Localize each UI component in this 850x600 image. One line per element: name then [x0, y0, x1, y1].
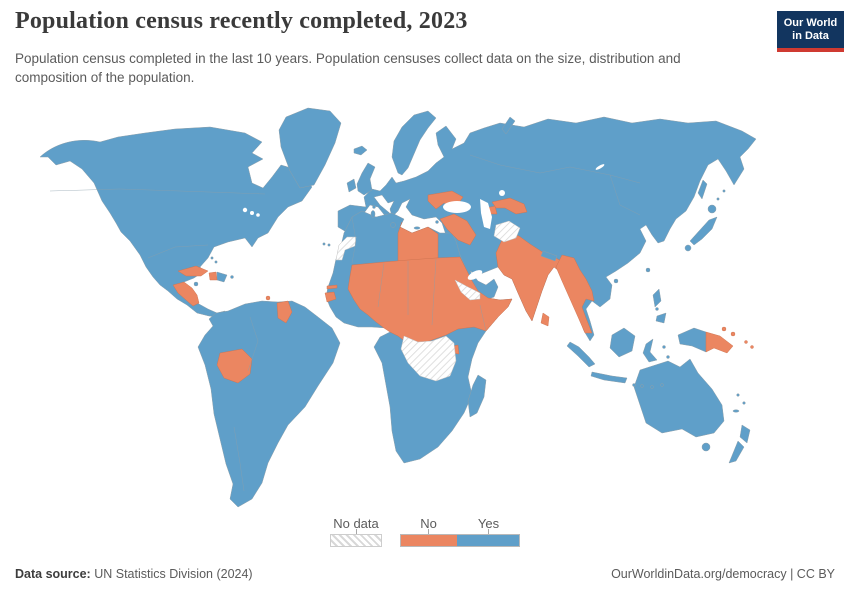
region-dominican-republic — [216, 271, 228, 283]
png-island-1 — [721, 326, 727, 332]
world-map-svg — [39, 107, 757, 508]
country-western-sahara — [335, 236, 357, 261]
region-madagascar — [467, 374, 487, 418]
country-cuba — [177, 265, 209, 277]
country-trinidad — [265, 295, 271, 301]
persian-gulf — [467, 270, 483, 280]
country-papua-new-guinea — [705, 331, 734, 354]
region-japan-kyushu — [684, 244, 692, 252]
country-syria-iraq — [439, 213, 477, 246]
region-sumatra — [566, 341, 596, 368]
region-greenland — [278, 107, 342, 189]
logo-line1: Our World — [783, 16, 838, 29]
region-uk — [356, 162, 376, 196]
region-scandinavia — [391, 110, 437, 176]
region-borneo — [609, 327, 636, 358]
region-australia — [633, 358, 725, 438]
logo-line2: in Data — [792, 29, 829, 42]
country-uzbekistan-tajikistan — [491, 197, 528, 215]
inland-seas — [242, 164, 605, 280]
region-eurasia — [337, 116, 757, 342]
black-sea — [443, 201, 471, 213]
region-java — [590, 371, 628, 384]
aral-sea — [499, 190, 505, 196]
region-novaya-zemlya — [501, 116, 516, 135]
logo-accent-bar — [777, 48, 844, 52]
country-gambia — [326, 284, 338, 290]
owid-link[interactable]: OurWorldinData.org/democracy — [611, 567, 787, 581]
country-honduras-nicaragua — [172, 281, 200, 307]
separator: | — [786, 567, 797, 581]
owid-logo[interactable]: Our World in Data — [777, 11, 844, 52]
country-guyana — [276, 300, 293, 324]
great-lake-1 — [242, 207, 248, 213]
country-guinea-bissau — [324, 291, 337, 303]
country-borders — [49, 154, 641, 492]
region-north-america — [39, 126, 313, 318]
legend-label-no-data[interactable]: No data — [333, 516, 379, 531]
country-solomon-2 — [750, 345, 754, 349]
world-map — [0, 95, 850, 515]
legend-swatch-no-data[interactable] — [330, 534, 382, 547]
caspian-sea — [480, 199, 492, 229]
data-source-label: Data source: — [15, 567, 91, 581]
country-solomon-1 — [744, 340, 748, 344]
country-bolivia — [216, 348, 253, 384]
regions-no-data[interactable] — [335, 220, 521, 382]
region-ireland — [346, 178, 357, 193]
lake-baikal — [595, 164, 605, 170]
legend-label-no[interactable]: No — [420, 516, 437, 531]
region-philippines-mindanao — [655, 312, 667, 324]
country-afghanistan — [493, 220, 521, 243]
nepal-overlay[interactable] — [540, 250, 558, 262]
legend-swatch-no[interactable] — [400, 534, 457, 547]
region-tasmania — [701, 442, 711, 452]
region-new-guinea-west — [677, 327, 707, 353]
region-iceland — [353, 145, 368, 156]
chart-subtitle: Population census completed in the last … — [15, 51, 681, 85]
country-drc — [400, 335, 457, 382]
legend-swatch-yes[interactable] — [457, 534, 520, 547]
country-nepal — [540, 250, 558, 262]
region-south-america — [197, 300, 341, 508]
region-japan-honshu — [689, 216, 718, 246]
great-lake-3 — [256, 213, 260, 217]
legend-label-yes[interactable]: Yes — [477, 516, 500, 531]
png-island-2 — [730, 331, 736, 337]
region-new-zealand-north — [739, 424, 751, 444]
region-japan-hokkaido — [707, 204, 717, 214]
region-sulawesi — [642, 338, 658, 363]
small-islands[interactable] — [193, 189, 746, 413]
region-new-zealand-south — [728, 440, 745, 464]
page-title: Population census recently completed, 20… — [15, 8, 468, 34]
region-sakhalin — [697, 179, 708, 200]
country-yemen — [454, 279, 481, 301]
great-lake-2 — [250, 211, 254, 215]
data-source: Data source: UN Statistics Division (202… — [15, 567, 253, 581]
country-myanmar-thailand — [555, 254, 595, 334]
attribution: OurWorldinData.org/democracy | CC BY — [611, 567, 835, 581]
license-link[interactable]: CC BY — [796, 567, 835, 581]
region-philippines-luzon — [652, 288, 662, 308]
country-haiti — [208, 271, 218, 281]
data-source-value: UN Statistics Division (2024) — [90, 567, 253, 581]
country-sri-lanka — [540, 312, 550, 327]
country-libya — [397, 221, 439, 263]
